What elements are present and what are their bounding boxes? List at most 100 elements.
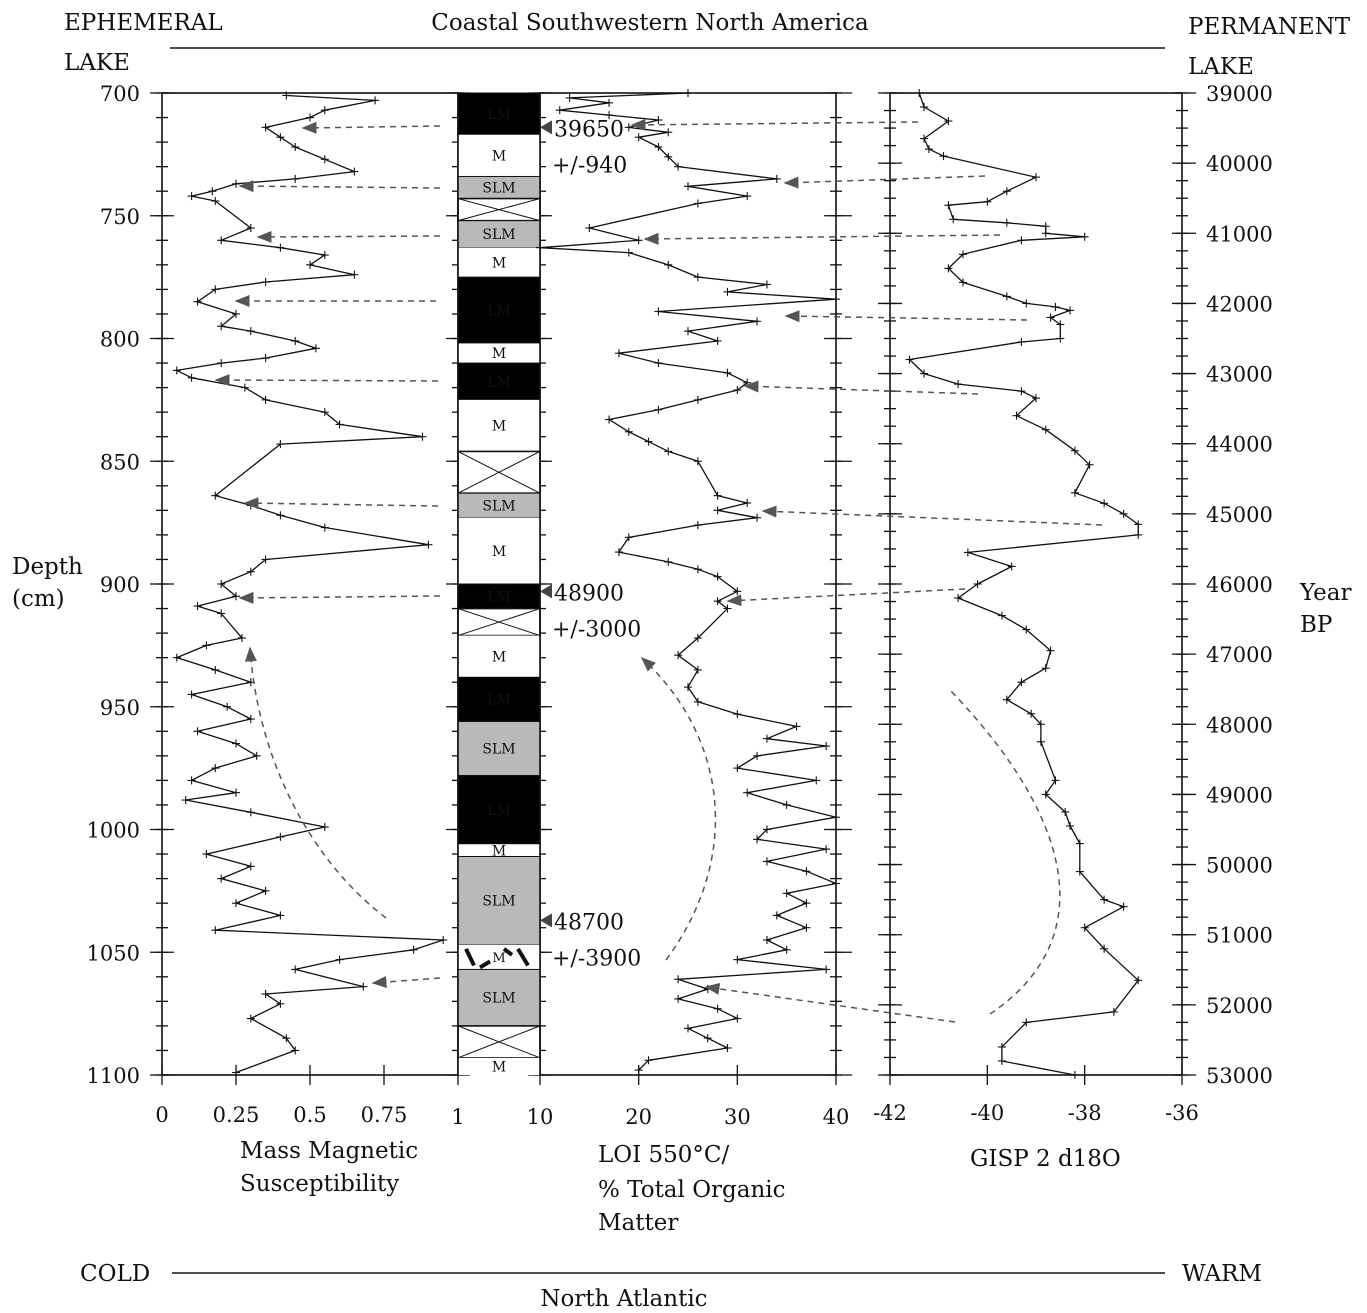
lithology-unit xyxy=(458,517,540,584)
mag-xlabel-1: Mass Magnetic xyxy=(240,1138,418,1164)
lithology-unit-label: SLM xyxy=(482,991,515,1007)
date-error-label: +/-940 xyxy=(552,153,627,178)
bp-label: BP xyxy=(1300,612,1332,638)
lithology-disturbed-mark xyxy=(478,959,492,970)
mag-x-tick-label: 0.5 xyxy=(293,1103,326,1127)
date-age-label: 39650 xyxy=(554,117,624,142)
lithology-unit-label: LM xyxy=(487,303,511,319)
depth-tick-label: 750 xyxy=(100,205,140,229)
trend-curve-gisp xyxy=(949,689,1061,1015)
gisp-x-tick-label: -36 xyxy=(1165,1101,1199,1125)
year-label: Year xyxy=(1299,580,1352,606)
loi-xlabel-2: % Total Organic xyxy=(598,1177,786,1203)
gisp-x-tick-label: -42 xyxy=(873,1101,907,1125)
age-tick-label: 48000 xyxy=(1206,713,1273,737)
magnetic-susceptibility-line xyxy=(176,94,444,1074)
date-age-label: 48900 xyxy=(554,581,624,606)
age-tick-label: 47000 xyxy=(1206,643,1273,667)
lithology-unit xyxy=(457,276,541,344)
trend-arrow-magnetic xyxy=(244,646,387,919)
lithology-unit xyxy=(458,247,540,278)
date-error-label: +/-3000 xyxy=(552,617,641,642)
lithology-unit xyxy=(457,856,541,946)
lithology-gap-cross xyxy=(457,1025,541,1059)
lithology-unit xyxy=(457,362,541,401)
date-marker xyxy=(540,584,552,599)
lithology-unit-label: SLM xyxy=(482,741,515,757)
age-tick-label: 51000 xyxy=(1206,924,1273,948)
lithology-unit-label: M xyxy=(492,544,506,560)
lithology-disturbed-mark xyxy=(516,947,530,967)
lithology-unit xyxy=(458,1057,540,1075)
label-permanent: PERMANENT xyxy=(1188,14,1351,40)
lithology-unit xyxy=(458,844,540,857)
magnetic-panel-frame xyxy=(161,92,459,1076)
lithology-unit-label: SLM xyxy=(482,227,515,243)
gisp-panel-frame xyxy=(889,92,1183,1076)
lithology-unit xyxy=(458,399,540,452)
age-tick-label: 46000 xyxy=(1206,573,1273,597)
loi-x-tick-label: 20 xyxy=(625,1105,652,1129)
date-marker xyxy=(540,913,552,928)
depth-tick-label: 1050 xyxy=(87,941,140,965)
correlation-arrow xyxy=(784,310,1028,323)
lithology-unit-label: M xyxy=(492,1059,506,1075)
radiocarbon-dates: 39650 +/-940 48900 +/-3000 48700 +/-3900 xyxy=(540,117,641,971)
lithology-unit-label: LM xyxy=(487,692,511,708)
age-tick-label: 39000 xyxy=(1206,82,1273,106)
correlation-arrow xyxy=(783,175,986,189)
axis-ticks: 700 750 800 850 900 950 1000 1050 1100 0 0.25 0.5 0.… xyxy=(87,82,1273,1129)
correlation-arrow xyxy=(704,982,956,1023)
age-tick-label: 41000 xyxy=(1206,222,1273,246)
lithology-unit xyxy=(457,676,541,722)
correlation-arrow xyxy=(643,232,1001,245)
date-error-label: +/-3900 xyxy=(552,946,641,971)
label-warm: WARM xyxy=(1182,1261,1262,1287)
age-tick-label: 44000 xyxy=(1206,433,1273,457)
label-lake-right: LAKE xyxy=(1188,54,1254,80)
depth-tick-label: 700 xyxy=(100,82,140,106)
loi-xlabel-1: LOI 550°C/ xyxy=(598,1142,730,1168)
lithology-gap-cross xyxy=(457,198,541,222)
label-cold: COLD xyxy=(80,1261,150,1287)
depth-tick-label: 900 xyxy=(100,573,140,597)
age-tick-label: 49000 xyxy=(1206,783,1273,807)
correlation-arrow xyxy=(238,591,441,604)
lithology-unit-label: SLM xyxy=(482,181,515,197)
correlation-arrows xyxy=(214,118,1103,1023)
mag-x-tick-label: 0.25 xyxy=(213,1103,260,1127)
loi-xlabel-3: Matter xyxy=(598,1210,678,1236)
depth-unit-label: (cm) xyxy=(12,586,65,612)
lithology-disturbed-mark xyxy=(502,947,514,957)
age-tick-label: 42000 xyxy=(1206,292,1273,316)
gisp2-d18o-line xyxy=(908,92,1139,1076)
label-ephemeral: EPHEMERAL xyxy=(64,10,223,36)
correlation-arrow xyxy=(630,118,919,131)
lithology-unit-label: M xyxy=(492,346,506,362)
gisp-x-tick-label: -40 xyxy=(970,1101,1004,1125)
label-lake-left: LAKE xyxy=(64,50,130,76)
gisp-x-tick-label: -38 xyxy=(1068,1101,1102,1125)
chart-title: Coastal Southwestern North America xyxy=(431,10,869,36)
lithology-unit xyxy=(458,343,540,364)
depth-tick-label: 1000 xyxy=(87,819,140,843)
mag-x-tick-label: 0.75 xyxy=(361,1103,408,1127)
depth-tick-label: 950 xyxy=(100,696,140,720)
loi-x-tick-label: 10 xyxy=(527,1105,554,1129)
lithology-disturbed-mark xyxy=(464,948,476,967)
date-age-label: 48700 xyxy=(554,910,624,935)
depth-tick-label: 1100 xyxy=(87,1064,140,1088)
lithology-unit xyxy=(457,968,541,1027)
lithology-unit-label: M xyxy=(492,649,506,665)
lithology-gap-cross xyxy=(457,450,541,494)
correlation-arrow xyxy=(761,505,1103,526)
lithology-unit-label: SLM xyxy=(482,894,515,910)
label-north-atlantic: North Atlantic xyxy=(540,1286,707,1312)
mag-xlabel-2: Susceptibility xyxy=(240,1171,399,1197)
lithology-unit-label: M xyxy=(492,951,505,966)
depth-label: Depth xyxy=(12,554,83,580)
lithology-unit-label: M xyxy=(492,149,506,165)
correlation-arrow xyxy=(256,230,441,243)
lithology-gap-cross xyxy=(457,608,541,637)
